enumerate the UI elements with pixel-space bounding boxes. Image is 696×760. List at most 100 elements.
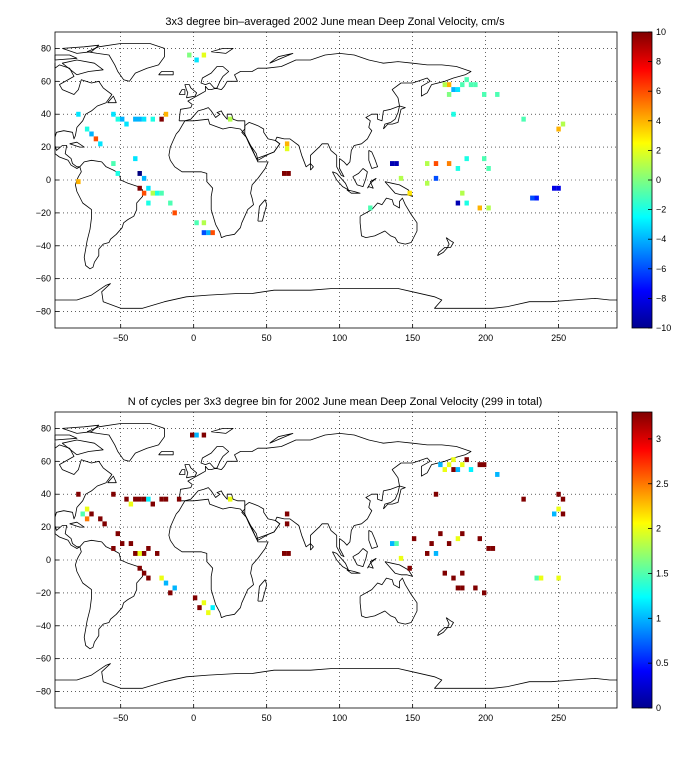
coastline-japan [383, 485, 406, 510]
x-tick-label: 200 [478, 713, 493, 723]
data-bin [446, 92, 452, 97]
data-bin [98, 516, 103, 522]
data-bin [163, 496, 169, 502]
colorbar-tick-label: 2 [656, 524, 661, 534]
data-bin [286, 171, 291, 176]
x-tick-label: 150 [405, 333, 420, 343]
data-bin [159, 190, 164, 196]
data-bin [111, 491, 116, 497]
x-tick-label: 100 [332, 713, 347, 723]
data-bin [477, 536, 482, 542]
colorbar-tick-label: −6 [656, 264, 666, 274]
data-bin [187, 52, 192, 58]
data-bin [530, 195, 535, 201]
coastline-southAmerica [75, 159, 144, 270]
data-bin [141, 190, 147, 196]
coastline-newZealandN [445, 617, 454, 628]
data-bin [194, 432, 199, 438]
colorbar-tick-label: 6 [656, 86, 661, 96]
coastline-newfoundland [107, 95, 117, 104]
colorbar-tick-label: 1 [656, 613, 661, 623]
data-bin [133, 156, 138, 162]
coastline-newfoundland [107, 475, 117, 484]
data-bin [538, 575, 544, 581]
data-bin [482, 156, 487, 162]
data-bin [451, 87, 456, 92]
data-bin [155, 551, 160, 556]
coastline-greenland [86, 43, 165, 82]
data-bin [460, 531, 465, 537]
data-bin [201, 52, 207, 58]
coastline-borneo [352, 548, 368, 567]
data-bin [464, 156, 469, 162]
data-bin [438, 531, 443, 537]
data-bin [468, 467, 474, 472]
coastline-borneo [352, 168, 368, 188]
bottom-colorbar [631, 411, 653, 709]
data-bin [455, 200, 461, 206]
data-bin [394, 541, 399, 546]
y-tick-label: 0 [46, 175, 51, 185]
data-bin [89, 511, 94, 517]
data-bin [76, 179, 81, 185]
data-bin [146, 496, 151, 502]
data-bin [486, 166, 491, 171]
coastline-iceland [158, 451, 174, 456]
bottom-coastlines [54, 423, 617, 689]
data-bin [455, 166, 461, 171]
data-bin [146, 185, 151, 191]
data-bin [560, 121, 566, 127]
data-bin [390, 541, 395, 546]
data-bin [534, 575, 539, 581]
data-bin [84, 506, 90, 512]
data-bin [115, 531, 120, 537]
data-bin [137, 565, 142, 571]
data-bin [141, 551, 147, 556]
colorbar-tick-label: 2.5 [656, 479, 669, 489]
data-bin [556, 126, 561, 132]
data-bin [460, 570, 465, 576]
data-bin [76, 111, 81, 117]
y-tick-label: 60 [41, 456, 51, 466]
data-bin [560, 496, 566, 502]
data-bin [84, 126, 90, 132]
data-bin [560, 511, 566, 517]
data-bin [201, 230, 207, 236]
colorbar-tick-label: 2 [656, 145, 661, 155]
data-bin [115, 116, 120, 122]
x-tick-label: 100 [332, 333, 347, 343]
data-bin [111, 546, 116, 551]
colorbar-tick-label: −4 [656, 234, 666, 244]
coastline-baffin [61, 439, 104, 456]
coastline-svalbard [211, 48, 234, 54]
coastline-newZealandN [445, 237, 454, 248]
data-bin [477, 205, 482, 211]
coastline-europe [178, 432, 472, 558]
data-bin [201, 432, 207, 438]
data-bin [455, 536, 461, 542]
y-tick-label: −60 [36, 654, 51, 664]
data-bin [150, 501, 155, 507]
y-tick-label: −20 [36, 208, 51, 218]
data-bin [141, 116, 147, 122]
top-colorbar-ticks: 10 8 6 4 2 0 −2 −4 −6 −8 −10 [648, 27, 671, 333]
data-bin [473, 585, 478, 591]
coastline-antarctica [55, 663, 617, 689]
data-bin [197, 605, 202, 611]
data-bin [163, 111, 169, 117]
data-bin [521, 496, 526, 502]
colorbar-tick-label: 3 [656, 434, 661, 444]
data-bin [282, 171, 287, 176]
coastline-australia [359, 577, 418, 625]
y-tick-label: 40 [41, 489, 51, 499]
data-bin [438, 462, 443, 468]
y-tick-label: 20 [41, 522, 51, 532]
coastline-sulawesi [367, 558, 377, 569]
data-bin [451, 575, 456, 581]
x-tick-label: 150 [405, 713, 420, 723]
y-tick-label: −40 [36, 241, 51, 251]
data-bin [407, 190, 412, 196]
top-y-ticks: 80 60 40 20 0 −20 −40 −60 −80 [36, 43, 59, 317]
x-tick-label: 0 [191, 333, 196, 343]
data-bin [284, 511, 290, 517]
